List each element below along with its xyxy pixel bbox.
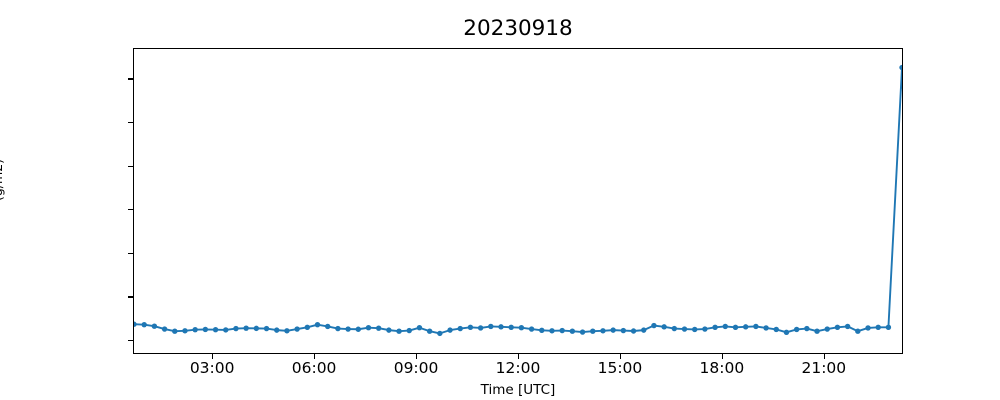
data-point-marker xyxy=(702,326,708,332)
x-tick-label: 06:00 xyxy=(291,359,337,377)
data-point-marker xyxy=(253,325,260,332)
data-point-marker xyxy=(518,325,525,331)
data-point-marker xyxy=(375,325,382,331)
data-point-marker xyxy=(263,325,270,332)
data-point-marker xyxy=(202,326,209,333)
data-point-marker xyxy=(610,327,616,333)
data-point-marker xyxy=(365,325,372,331)
data-line-series xyxy=(134,64,902,337)
data-point-marker xyxy=(875,324,881,330)
data-point-marker xyxy=(325,323,331,330)
data-point-marker xyxy=(182,328,188,334)
data-point-marker xyxy=(172,328,178,334)
data-point-marker xyxy=(437,330,443,337)
x-tick-mark xyxy=(212,354,214,359)
data-point-marker xyxy=(885,324,892,330)
data-point-marker xyxy=(457,325,463,332)
data-point-marker xyxy=(233,325,239,332)
data-point-marker xyxy=(590,328,596,334)
data-point-marker xyxy=(396,328,402,334)
x-tick-label: 09:00 xyxy=(393,359,439,377)
data-point-marker xyxy=(294,326,300,332)
data-point-marker xyxy=(335,325,341,332)
data-point-marker xyxy=(498,324,504,330)
data-point-marker xyxy=(549,328,555,334)
x-tick-mark xyxy=(518,354,520,359)
data-point-marker xyxy=(345,326,351,332)
data-point-marker xyxy=(212,326,219,333)
data-point-marker xyxy=(620,327,627,334)
data-point-marker xyxy=(406,327,412,334)
data-point-marker xyxy=(722,323,728,330)
series-line xyxy=(134,66,902,335)
data-point-marker xyxy=(192,326,198,333)
data-point-marker xyxy=(855,328,861,334)
data-point-marker xyxy=(304,324,311,330)
data-point-marker xyxy=(426,328,433,334)
data-point-marker xyxy=(274,327,280,333)
plot-area xyxy=(133,48,903,354)
data-point-marker xyxy=(834,324,841,330)
data-point-marker xyxy=(753,323,759,330)
data-point-marker xyxy=(416,325,423,331)
data-point-marker xyxy=(865,325,871,331)
x-tick-label: 03:00 xyxy=(189,359,235,377)
data-point-marker xyxy=(355,326,361,332)
x-tick-mark xyxy=(721,354,724,359)
data-point-marker xyxy=(793,326,800,333)
x-axis-label: Time [UTC] xyxy=(480,382,556,398)
data-point-marker xyxy=(243,325,249,331)
x-tick-mark xyxy=(416,354,418,359)
data-point-marker xyxy=(386,327,392,333)
data-point-marker xyxy=(899,64,902,71)
data-point-marker xyxy=(804,325,810,332)
data-point-marker xyxy=(559,327,565,334)
data-point-marker xyxy=(488,323,494,330)
data-point-marker xyxy=(223,327,229,333)
data-point-marker xyxy=(284,328,290,334)
data-point-marker xyxy=(661,324,667,330)
x-tick-label: 15:00 xyxy=(597,359,643,377)
x-tick-label: 12:00 xyxy=(495,359,541,377)
data-point-marker xyxy=(641,327,647,333)
data-point-marker xyxy=(467,324,474,330)
data-point-marker xyxy=(447,327,453,333)
data-point-marker xyxy=(569,328,576,334)
data-point-marker xyxy=(630,328,637,334)
chart-title: 20230918 xyxy=(463,16,573,41)
data-point-marker xyxy=(528,326,535,332)
data-point-marker xyxy=(783,329,790,335)
data-point-marker xyxy=(651,322,657,329)
y-axis-label: (g/m2) xyxy=(0,158,5,201)
data-point-marker xyxy=(824,326,830,332)
data-point-marker xyxy=(579,329,586,335)
data-point-marker xyxy=(742,324,749,330)
x-tick-label: 21:00 xyxy=(801,359,847,377)
data-point-marker xyxy=(600,328,606,334)
data-point-marker xyxy=(814,328,820,334)
data-point-marker xyxy=(712,324,718,330)
x-tick-mark xyxy=(619,354,622,359)
data-point-marker xyxy=(844,323,851,330)
data-point-marker xyxy=(681,326,688,332)
data-point-marker xyxy=(477,325,484,331)
data-point-marker xyxy=(508,324,514,330)
x-tick-mark xyxy=(314,354,316,359)
data-point-marker xyxy=(134,321,137,327)
x-tick-label: 18:00 xyxy=(699,359,745,377)
data-point-marker xyxy=(539,327,545,334)
data-point-marker xyxy=(161,326,168,332)
data-point-marker xyxy=(763,325,769,331)
data-point-marker xyxy=(314,321,321,328)
data-point-marker xyxy=(151,323,158,329)
data-point-marker xyxy=(141,321,147,328)
data-point-marker xyxy=(692,326,698,333)
data-point-marker xyxy=(732,324,739,330)
data-point-marker xyxy=(671,325,678,332)
data-point-marker xyxy=(773,326,779,333)
x-tick-mark xyxy=(823,354,826,359)
